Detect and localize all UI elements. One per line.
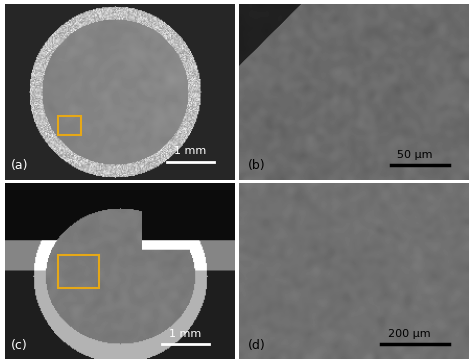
Bar	[57, 116, 81, 135]
Text: 200 μm: 200 μm	[388, 329, 430, 339]
Text: (b): (b)	[248, 159, 266, 172]
Text: 50 μm: 50 μm	[397, 150, 432, 159]
Text: (d): (d)	[248, 339, 266, 352]
Text: 1 mm: 1 mm	[169, 329, 201, 339]
Bar	[57, 255, 100, 289]
Text: (a): (a)	[10, 159, 28, 172]
Text: 1 mm: 1 mm	[174, 146, 206, 156]
Text: (c): (c)	[10, 339, 27, 352]
